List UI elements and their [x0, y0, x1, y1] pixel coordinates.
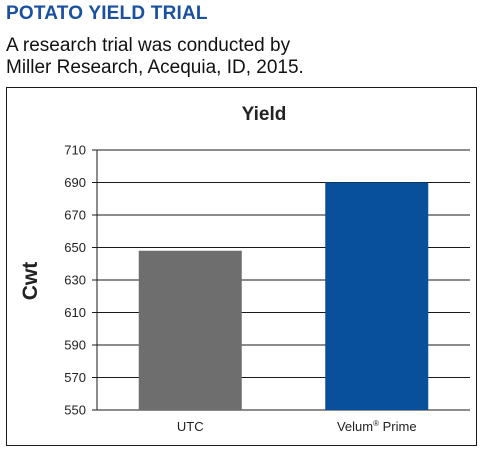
y-tick-label-550: 550 — [64, 403, 86, 418]
trial-description-line-1: A research trial was conducted by — [6, 35, 291, 56]
trial-description: A research trial was conducted by Miller… — [6, 35, 304, 79]
y-axis-label: Cwt — [19, 262, 42, 301]
y-tick-label-610: 610 — [64, 305, 86, 320]
y-tick-label-630: 630 — [64, 273, 86, 288]
y-tick-label-670: 670 — [64, 208, 86, 223]
y-tick-label-570: 570 — [64, 370, 86, 385]
y-tick-label-590: 590 — [64, 338, 86, 353]
y-tick-label-710: 710 — [64, 143, 86, 158]
chart-title: Yield — [242, 104, 287, 125]
bar-0 — [138, 250, 242, 410]
y-tick-label-650: 650 — [64, 240, 86, 255]
y-tick-label-690: 690 — [64, 175, 86, 190]
page-heading: POTATO YIELD TRIAL — [6, 3, 208, 24]
trial-description-line-2: Miller Research, Acequia, ID, 2015. — [6, 57, 304, 78]
x-tick-label-1: Velum® Prime — [337, 419, 417, 434]
chart-frame — [6, 87, 477, 446]
bar-1 — [325, 182, 429, 410]
x-tick-label-0: UTC — [177, 419, 204, 434]
